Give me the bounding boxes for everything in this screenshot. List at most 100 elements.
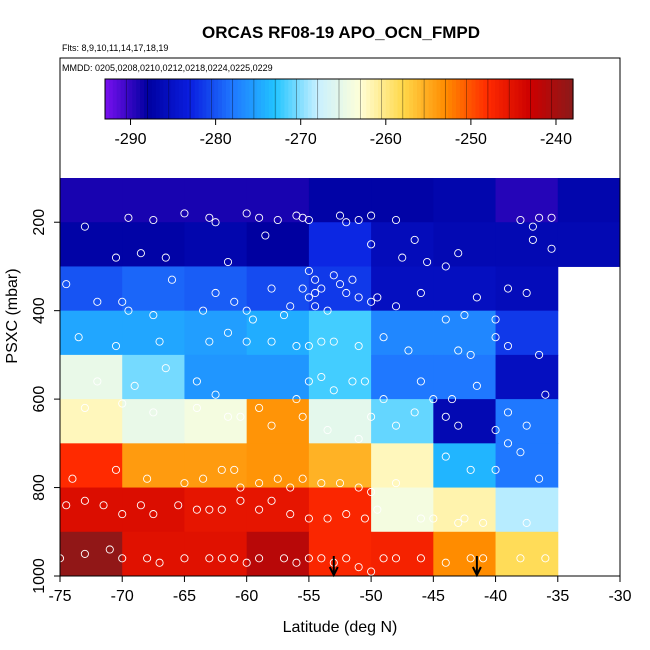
heatmap-cell (308, 178, 372, 223)
observation-point (93, 297, 102, 306)
observation-point (304, 377, 313, 386)
observation-point (454, 518, 463, 527)
observation-point (466, 350, 475, 359)
colorbar-segment (487, 79, 492, 119)
observation-point (286, 510, 295, 519)
observation-point (367, 240, 376, 249)
observation-point (329, 386, 338, 395)
colorbar-segment (276, 79, 282, 119)
observation-point (80, 222, 89, 231)
colorbar-segment (342, 79, 348, 119)
observation-point (174, 501, 183, 510)
observation-point (267, 496, 276, 505)
observation-point (267, 421, 276, 430)
heatmap-cell (246, 266, 310, 312)
colorbar-segment (553, 79, 558, 119)
observation-point (335, 211, 345, 220)
colorbar-segment (401, 79, 406, 119)
heatmap-cell (60, 443, 123, 489)
colorbar-segment (331, 79, 336, 119)
observation-point (167, 275, 177, 284)
observation-point (62, 501, 71, 510)
observation-point (217, 465, 226, 474)
observation-point (342, 218, 351, 227)
colorbar-segment (249, 79, 254, 119)
observation-point (317, 284, 326, 293)
observation-point (367, 412, 376, 421)
observation-point (547, 244, 556, 253)
observation-point (118, 554, 127, 563)
x-tick-label: -55 (297, 588, 320, 605)
heatmap-cell (184, 178, 248, 223)
observation-point (311, 302, 320, 311)
y-tick-label: 1000 (31, 558, 48, 594)
colorbar-segment (444, 79, 449, 119)
colorbar-segment (218, 79, 223, 119)
observation-point (522, 288, 531, 298)
observation-point (211, 288, 220, 298)
observation-point (535, 350, 544, 359)
observation-point (192, 377, 201, 386)
heatmap-cell (308, 531, 372, 577)
observation-point (454, 249, 463, 258)
heatmap-cell (122, 399, 185, 444)
observation-point (335, 479, 345, 488)
observation-point (136, 501, 145, 510)
observation-point (255, 479, 264, 488)
heatmap-cell (60, 178, 123, 223)
heatmap-cell (122, 178, 185, 223)
heatmap-cell (246, 222, 310, 267)
observation-point (491, 315, 500, 324)
colorbar-segment (448, 79, 453, 119)
observation-point (367, 297, 376, 306)
colorbar-segment (397, 79, 402, 119)
colorbar-segment (479, 79, 484, 119)
colorbar-segment (417, 79, 422, 119)
colorbar-frame (104, 78, 574, 120)
colorbar-segment (452, 79, 457, 119)
observation-point (304, 266, 313, 275)
observation-point (441, 412, 450, 421)
observation-point (391, 302, 401, 311)
colorbar-segment (155, 79, 161, 119)
observation-point (472, 293, 481, 302)
colorbar-tick-label: -240 (540, 131, 572, 148)
observation-point (236, 483, 245, 492)
observation-point (192, 403, 201, 413)
observation-point (242, 558, 251, 567)
heatmap-cell (184, 399, 248, 444)
observation-point (441, 558, 450, 567)
observation-point (491, 426, 500, 435)
colorbar-segment (428, 79, 434, 119)
colorbar-segment (561, 79, 566, 119)
y-axis-label: PSXC (mbar) (4, 268, 21, 363)
observation-point (522, 518, 531, 527)
observation-point (329, 271, 338, 280)
observation-point (535, 213, 544, 222)
observation-point (311, 275, 320, 284)
x-axis: -75 -70 -65 -60 -55 -50 -45 -40 -35 -30 (48, 576, 632, 605)
observation-point (317, 337, 326, 346)
x-tick-label: -40 (484, 588, 507, 605)
observation-point (447, 395, 457, 404)
observation-point (391, 554, 401, 563)
colorbar-segment (456, 79, 461, 119)
heatmap-cell (60, 531, 123, 577)
x-tick-label: -45 (422, 588, 445, 605)
heatmap-cell (246, 443, 310, 489)
observation-point (161, 253, 170, 262)
observation-point (335, 280, 345, 289)
heatmap-cell (433, 354, 497, 400)
colorbar-segment (502, 79, 508, 119)
observation-point (286, 483, 295, 492)
observation-point (118, 510, 127, 519)
observation-point (429, 395, 438, 404)
colorbar-segment (381, 79, 387, 119)
colorbar-segment (159, 79, 165, 119)
colorbar-segment (194, 79, 200, 119)
heatmap-cell (122, 222, 185, 267)
observation-point (304, 293, 313, 302)
observation-point (68, 474, 77, 483)
observation-point (149, 510, 158, 519)
observation-point (205, 337, 214, 346)
